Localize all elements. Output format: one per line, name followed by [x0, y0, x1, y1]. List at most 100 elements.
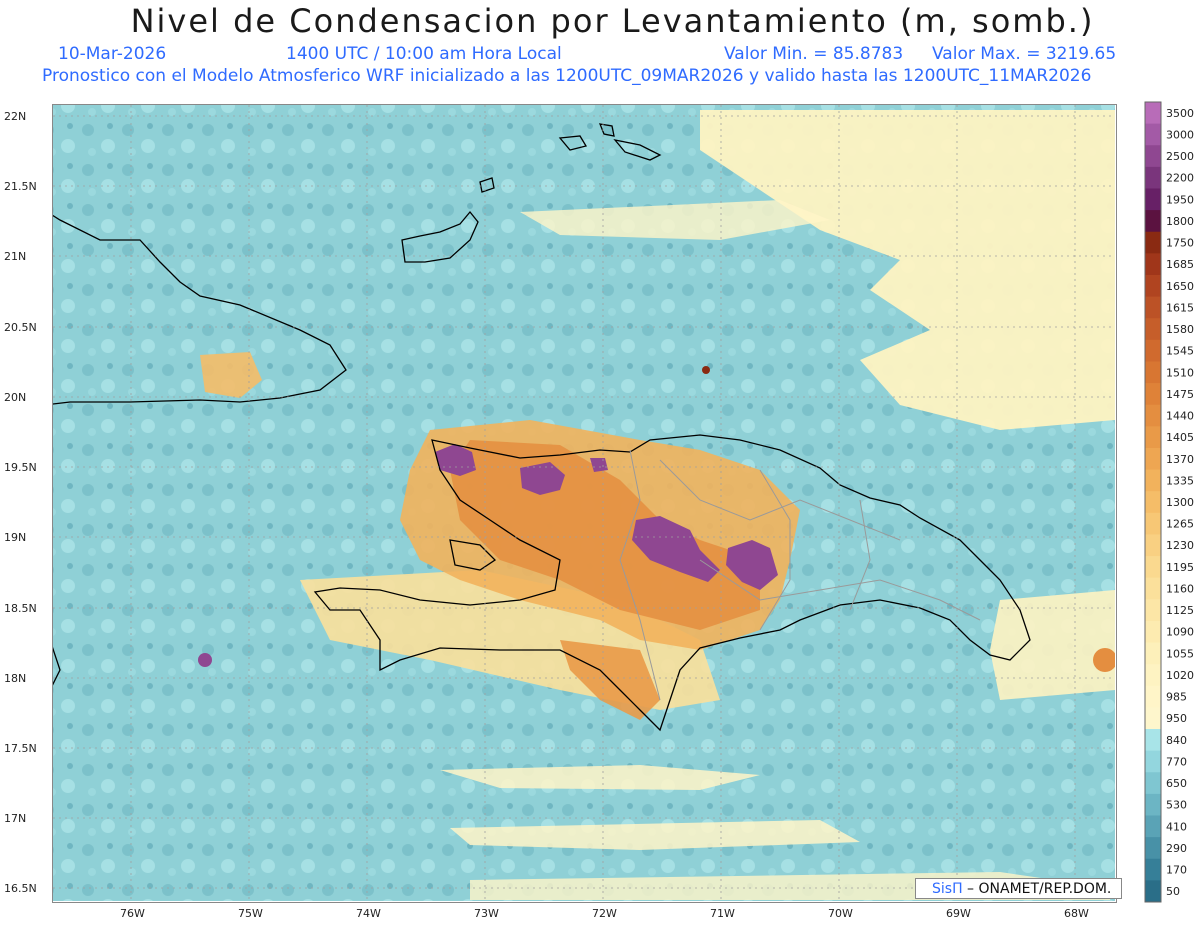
colorbar-label: 1020 [1166, 669, 1194, 682]
lat-label: 19N [4, 531, 26, 544]
colorbar-swatch [1145, 534, 1161, 557]
colorbar: 3500 3000 2500 2200 1950 1800 1750 1685 1650 1615… [1144, 101, 1194, 903]
colorbar-label: 1230 [1166, 539, 1194, 552]
colorbar-swatch [1145, 772, 1161, 795]
lon-label: 73W [474, 907, 499, 920]
colorbar-swatch [1145, 642, 1161, 665]
lon-label: 70W [828, 907, 853, 920]
colorbar-label: 950 [1166, 712, 1187, 725]
valid-date: 10-Mar-2026 [58, 44, 167, 64]
lat-label: 20N [4, 391, 26, 404]
colorbar-label: 1370 [1166, 453, 1194, 466]
lat-label: 22N [4, 110, 26, 123]
colorbar-label: 1545 [1166, 345, 1194, 358]
colorbar-label: 50 [1166, 885, 1180, 898]
colorbar-label: 2500 [1166, 150, 1194, 163]
lon-label: 72W [592, 907, 617, 920]
colorbar-label: 1685 [1166, 258, 1194, 271]
colorbar-label: 1195 [1166, 561, 1194, 574]
colorbar-label: 1440 [1166, 410, 1194, 423]
colorbar-label: 290 [1166, 842, 1187, 855]
colorbar-swatch [1145, 383, 1161, 406]
colorbar-label: 1800 [1166, 215, 1194, 228]
colorbar-label: 410 [1166, 820, 1187, 833]
lat-label: 17.5N [4, 742, 37, 755]
colorbar-label: 1650 [1166, 280, 1194, 293]
max-value: Valor Max. = 3219.65 [932, 44, 1117, 64]
lat-label: 17N [4, 812, 26, 825]
colorbar-label: 1090 [1166, 626, 1194, 639]
sis-logo-text: SisΠ [932, 881, 963, 897]
lat-label: 19.5N [4, 461, 37, 474]
colorbar-swatch [1145, 880, 1161, 903]
lat-label: 21N [4, 250, 26, 263]
colorbar-swatch [1145, 145, 1161, 168]
map-title: Nivel de Condensacion por Levantamiento … [130, 2, 1095, 40]
colorbar-swatch [1145, 750, 1161, 773]
colorbar-swatch [1145, 469, 1161, 492]
colorbar-label: 1055 [1166, 647, 1194, 660]
lon-label: 75W [238, 907, 263, 920]
lat-label: 18.5N [4, 602, 37, 615]
colorbar-swatch [1145, 512, 1161, 535]
colorbar-swatch [1145, 620, 1161, 644]
colorbar-label: 3500 [1166, 107, 1194, 120]
colorbar-swatch [1145, 793, 1161, 817]
colorbar-label: 1510 [1166, 366, 1194, 379]
valid-time: 1400 UTC / 10:00 am Hora Local [286, 44, 562, 64]
lat-label: 21.5N [4, 180, 37, 193]
colorbar-swatch [1145, 599, 1161, 622]
colorbar-swatch [1145, 664, 1161, 687]
colorbar-swatch [1145, 296, 1161, 319]
colorbar-swatch [1145, 577, 1161, 600]
lon-label: 74W [356, 907, 381, 920]
colorbar-swatch [1145, 556, 1161, 579]
forecast-info: Pronostico con el Modelo Atmosferico WRF… [42, 66, 1092, 86]
lat-label: 20.5N [4, 321, 37, 334]
colorbar-label: 1475 [1166, 388, 1194, 401]
colorbar-label: 1615 [1166, 301, 1194, 314]
lat-label: 16.5N [4, 882, 37, 895]
colorbar-swatch [1145, 404, 1161, 427]
colorbar-swatch [1145, 491, 1161, 514]
colorbar-swatch [1145, 102, 1161, 125]
colorbar-label: 2200 [1166, 172, 1194, 185]
credit-text: – ONAMET/REP.DOM. [962, 881, 1112, 897]
colorbar-label: 770 [1166, 755, 1187, 768]
colorbar-swatch [1145, 361, 1161, 384]
colorbar-swatch [1145, 837, 1161, 860]
credit-box: SisΠ – ONAMET/REP.DOM. [915, 878, 1122, 899]
colorbar-swatch [1145, 339, 1161, 362]
colorbar-label: 170 [1166, 864, 1187, 877]
colorbar-swatch [1145, 318, 1161, 341]
colorbar-label: 1580 [1166, 323, 1194, 336]
colorbar-swatch [1145, 858, 1161, 881]
colorbar-label: 1300 [1166, 496, 1194, 509]
lon-label: 69W [946, 907, 971, 920]
colorbar-swatch [1145, 426, 1161, 449]
colorbar-swatch [1145, 815, 1161, 838]
colorbar-label: 1750 [1166, 237, 1194, 250]
colorbar-swatch [1145, 253, 1161, 276]
map-frame [52, 104, 1117, 903]
colorbar-swatch [1145, 231, 1161, 254]
colorbar-swatch [1145, 188, 1161, 211]
lon-label: 76W [120, 907, 145, 920]
colorbar-label: 1950 [1166, 193, 1194, 206]
colorbar-swatch [1145, 166, 1161, 189]
lon-label: 68W [1064, 907, 1089, 920]
colorbar-swatch [1145, 729, 1161, 752]
colorbar-label: 3000 [1166, 128, 1194, 141]
colorbar-label: 1160 [1166, 582, 1194, 595]
colorbar-label: 1405 [1166, 431, 1194, 444]
colorbar-label: 1125 [1166, 604, 1194, 617]
min-value: Valor Min. = 85.8783 [724, 44, 904, 64]
colorbar-swatch [1145, 707, 1161, 730]
colorbar-label: 1265 [1166, 518, 1194, 531]
colorbar-border [1144, 101, 1162, 903]
colorbar-swatch [1145, 210, 1161, 233]
colorbar-swatch [1145, 274, 1161, 298]
colorbar-swatch [1145, 447, 1161, 471]
colorbar-label: 530 [1166, 799, 1187, 812]
